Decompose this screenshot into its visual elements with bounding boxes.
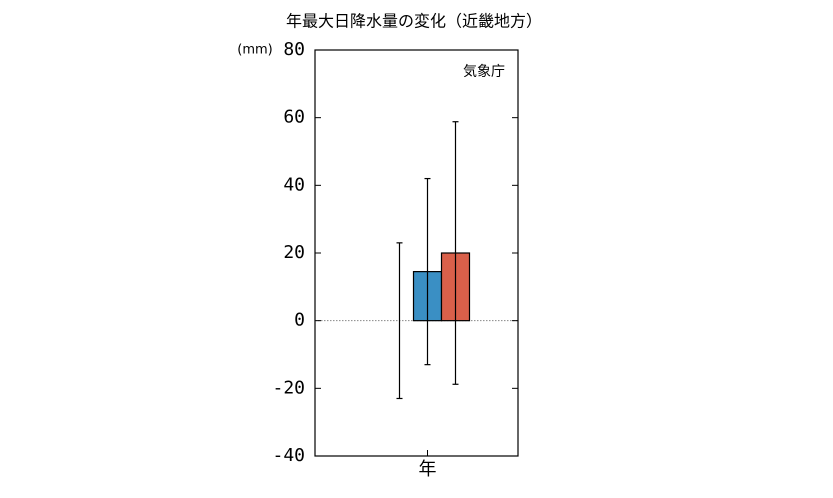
y-tick-label: 80 xyxy=(283,39,305,60)
error-bar xyxy=(396,242,403,400)
error-bar xyxy=(452,121,459,385)
y-axis-label: (mm) xyxy=(237,43,272,58)
error-bar xyxy=(424,177,431,366)
annotation: 気象庁 xyxy=(463,64,505,80)
chart-title: 年最大日降水量の変化（近畿地方） xyxy=(286,12,542,31)
y-tick-label: 40 xyxy=(283,174,305,195)
x-tick-label: 年 xyxy=(419,459,437,480)
y-tick-label: -40 xyxy=(272,445,305,466)
y-tick-label: 20 xyxy=(283,242,305,263)
y-tick-label: 0 xyxy=(294,310,305,331)
y-tick-label: 60 xyxy=(283,107,305,128)
plot-frame xyxy=(314,49,519,457)
y-tick-label: -20 xyxy=(272,377,305,398)
